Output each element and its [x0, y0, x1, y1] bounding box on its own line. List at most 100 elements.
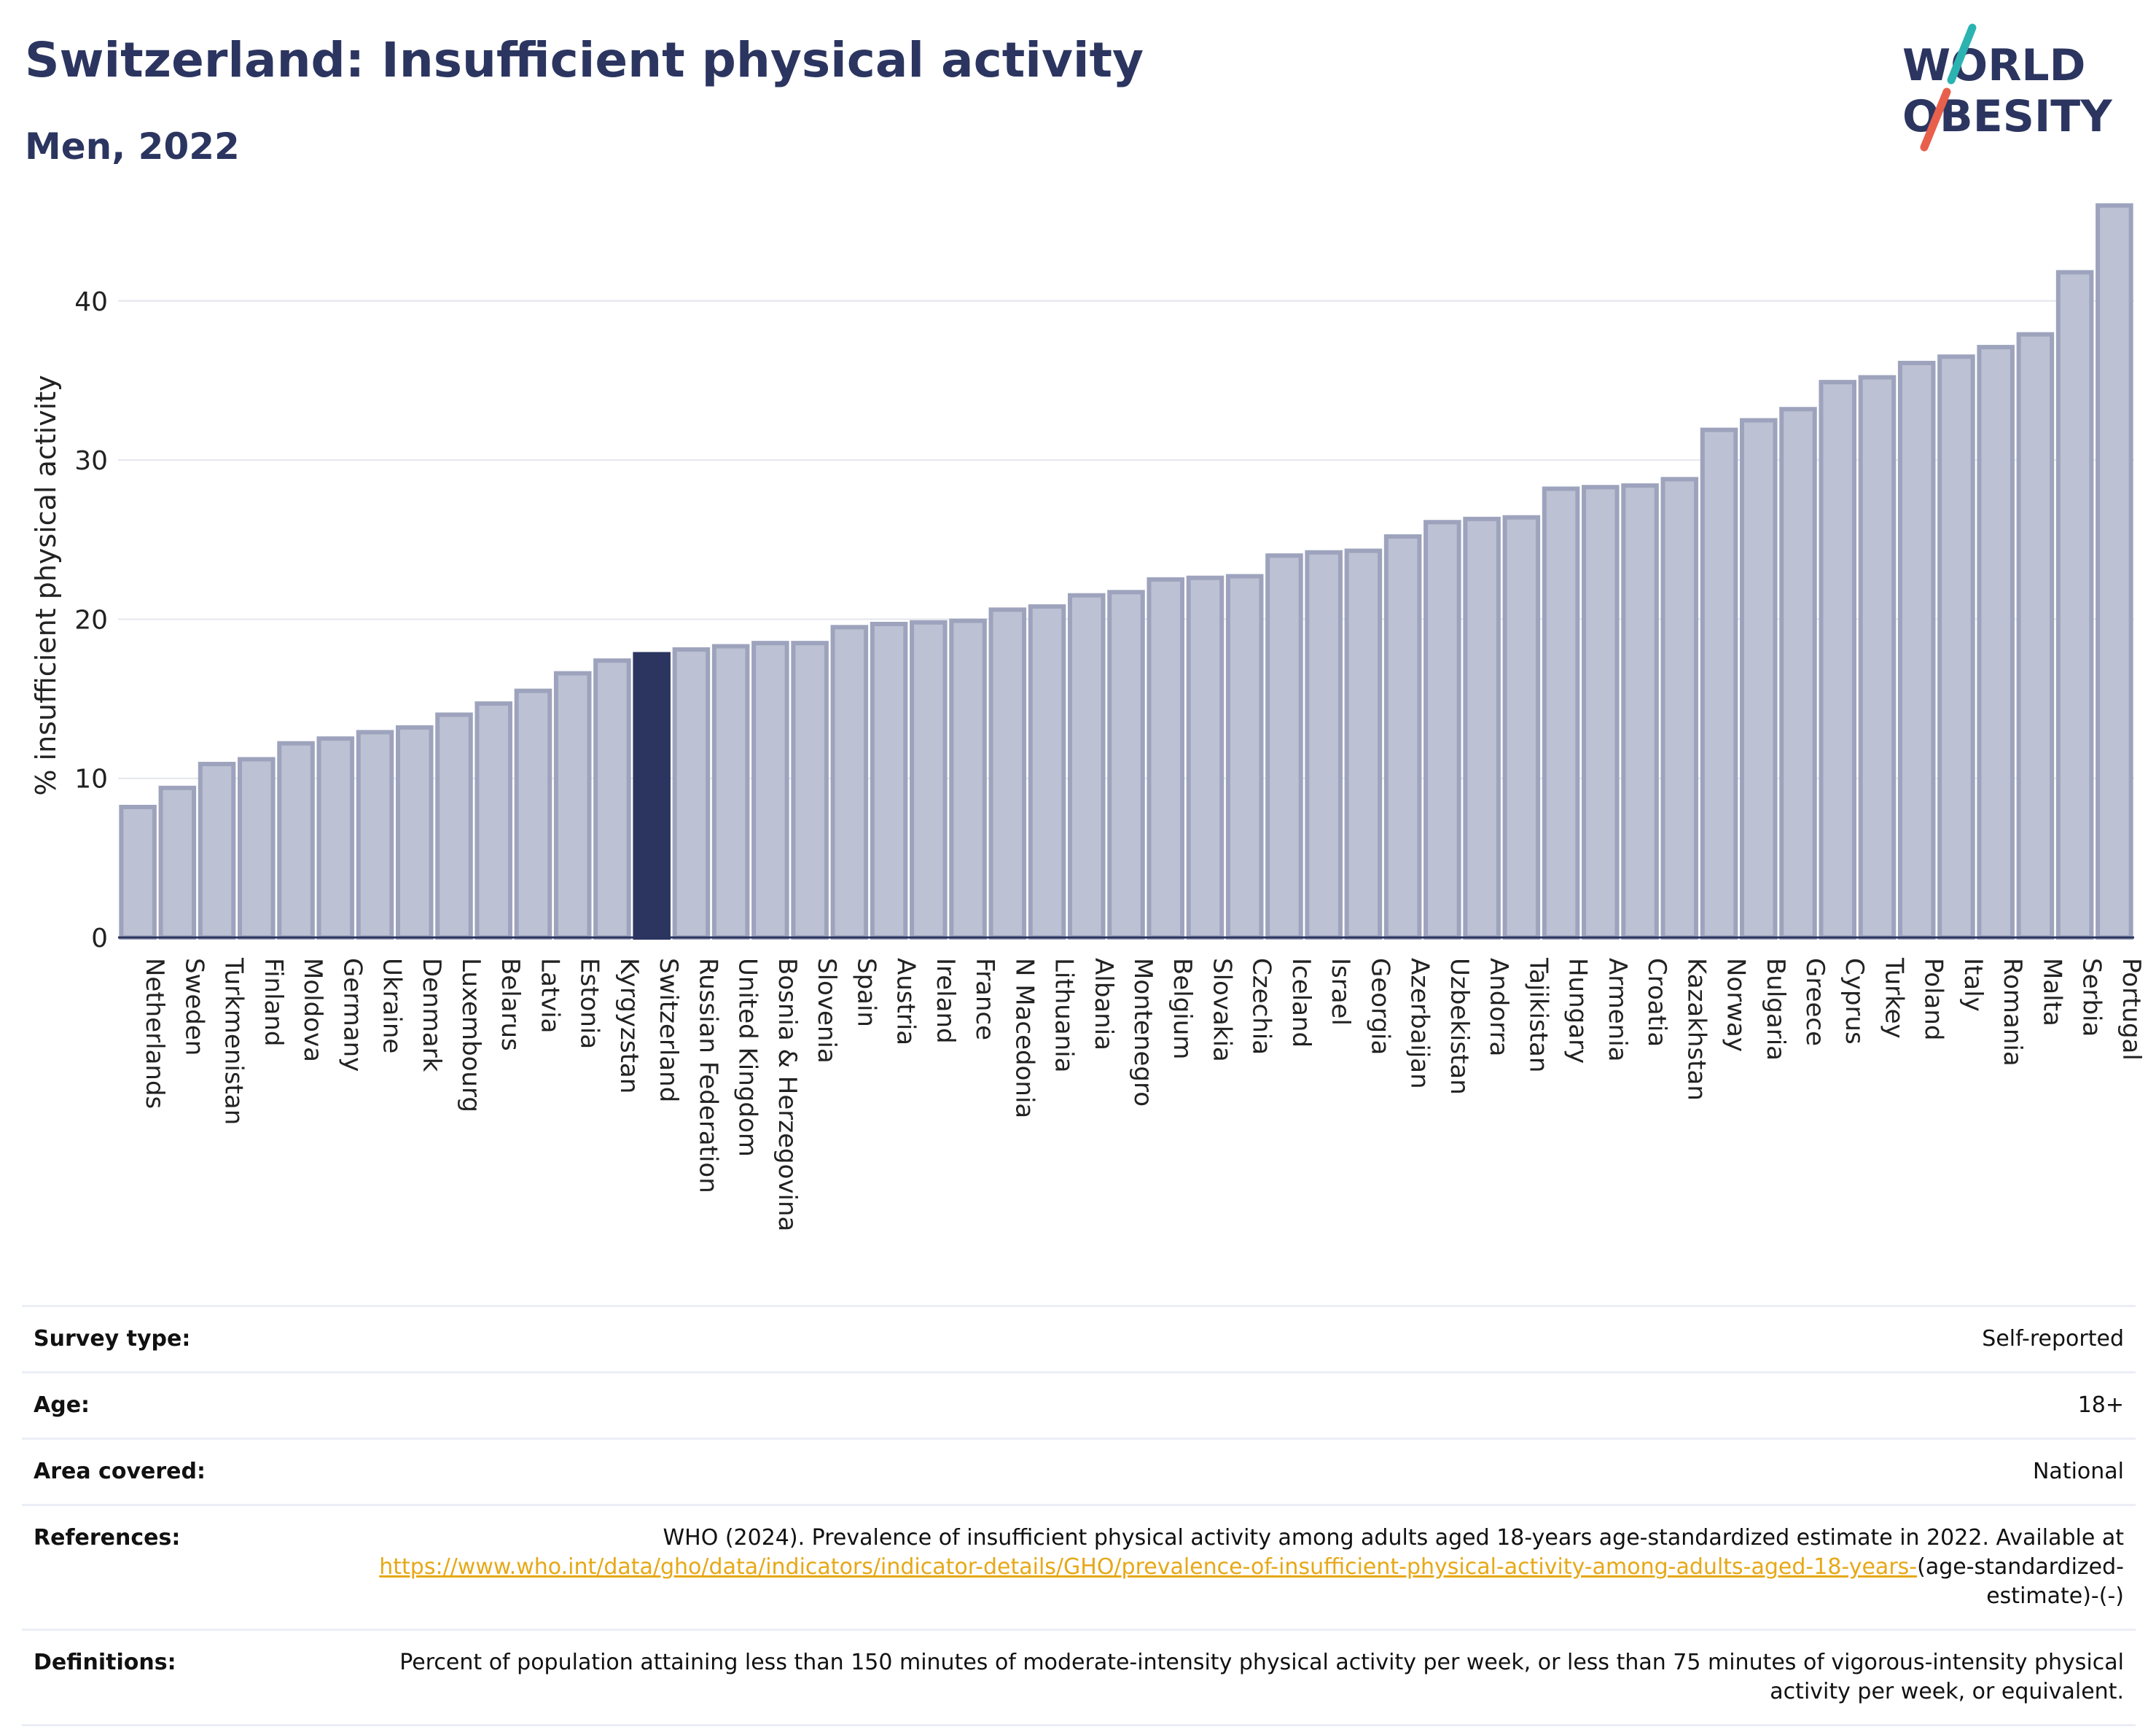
bar-cyprus — [1819, 380, 1857, 940]
references-label: References: — [34, 1525, 181, 1551]
bar-turkmenistan — [198, 762, 236, 940]
y-tick-label: 20 — [74, 605, 108, 635]
x-tick-label: Andorra — [1484, 958, 1513, 1056]
bar-germany — [316, 736, 355, 940]
y-tick-label: 0 — [91, 924, 108, 954]
bar-ukraine — [356, 730, 394, 940]
x-tick-label: Croatia — [1642, 958, 1671, 1047]
x-tick-label: France — [970, 958, 999, 1040]
bar-belgium — [1147, 577, 1185, 940]
y-tick-label: 40 — [74, 287, 108, 317]
x-tick-label: United Kingdom — [733, 958, 762, 1157]
bar-montenegro — [1107, 590, 1145, 940]
x-tick-label: Cyprus — [1840, 958, 1869, 1045]
references-link[interactable]: https://www.who.int/data/gho/data/indica… — [379, 1554, 1918, 1580]
bar-armenia — [1582, 485, 1620, 940]
x-tick-label: Hungary — [1563, 958, 1593, 1064]
bar-andorra — [1463, 516, 1501, 940]
bar-spain — [830, 625, 869, 940]
logo-slash-bottom — [1920, 87, 1951, 152]
bar-tajikistan — [1502, 515, 1541, 940]
y-tick-label: 30 — [74, 446, 108, 476]
bar-azerbaijan — [1383, 534, 1422, 940]
bar-israel — [1305, 550, 1343, 940]
bar-hungary — [1542, 486, 1580, 940]
bar-austria — [870, 621, 908, 940]
bar-bulgaria — [1739, 418, 1778, 940]
x-tick-label: Iceland — [1286, 958, 1316, 1048]
x-tick-label: Armenia — [1603, 958, 1632, 1062]
info-table: Survey type: Self-reported Age: 18+ Area… — [22, 1305, 2136, 1726]
bar-croatia — [1621, 483, 1659, 940]
bar-netherlands — [119, 804, 157, 940]
bar-united-kingdom — [711, 644, 750, 940]
bar-romania — [1977, 345, 2015, 940]
x-tick-label: Switzerland — [654, 958, 683, 1102]
x-tick-label: Turkmenistan — [219, 957, 249, 1125]
bar-france — [949, 618, 987, 940]
x-tick-label: Georgia — [1365, 958, 1394, 1055]
age-label: Age: — [34, 1392, 90, 1418]
y-tick-label: 10 — [74, 765, 108, 795]
age-value: 18+ — [2077, 1392, 2124, 1418]
bar-poland — [1897, 360, 1936, 940]
bar-denmark — [395, 725, 434, 940]
x-tick-label: Uzbekistan — [1445, 958, 1474, 1095]
info-row-references: References: WHO (2024). Prevalence of in… — [22, 1505, 2136, 1630]
definitions-label: Definitions: — [34, 1650, 176, 1675]
x-tick-label: Montenegro — [1128, 958, 1157, 1107]
bar-estonia — [553, 671, 592, 940]
bar-luxembourg — [435, 712, 473, 940]
bar-russian-federation — [672, 647, 711, 940]
x-tick-label: Bulgaria — [1761, 958, 1790, 1061]
x-tick-label: Estonia — [575, 958, 604, 1049]
bar-bosnia-herzegovina — [751, 641, 789, 940]
x-tick-label: Albania — [1089, 958, 1118, 1050]
bar-czechia — [1225, 574, 1264, 940]
x-tick-label: Belgium — [1168, 958, 1197, 1059]
x-tick-label: Ireland — [931, 958, 960, 1044]
x-tick-label: Lithuania — [1050, 958, 1079, 1072]
bar-sweden — [158, 785, 197, 940]
info-row-age: Age: 18+ — [22, 1372, 2136, 1439]
x-tick-label: Greece — [1800, 958, 1829, 1046]
info-row-definitions: Definitions: Percent of population attai… — [22, 1629, 2136, 1726]
bar-portugal — [2096, 203, 2133, 940]
bar-lithuania — [1028, 604, 1066, 940]
bar-switzerland — [633, 652, 671, 940]
x-tick-label: Turkey — [1879, 957, 1908, 1039]
references-suffix: (age-standardized-estimate)-(-) — [1917, 1554, 2124, 1609]
x-tick-label: Denmark — [417, 958, 446, 1072]
x-tick-label: Ukraine — [378, 958, 407, 1053]
bar-turkey — [1858, 375, 1897, 940]
bar-georgia — [1344, 548, 1383, 940]
logo-slash-top — [1947, 23, 1977, 85]
survey-type-label: Survey type: — [34, 1326, 191, 1352]
bar-slovenia — [791, 641, 829, 940]
x-tick-label: Tajikistan — [1523, 957, 1552, 1072]
bar-serbia — [2055, 270, 2094, 940]
bar-kyrgyzstan — [593, 658, 631, 940]
info-row-area: Area covered: National — [22, 1438, 2136, 1505]
bar-norway — [1700, 427, 1738, 940]
x-tick-label: Malta — [2037, 958, 2066, 1026]
info-row-survey: Survey type: Self-reported — [22, 1306, 2136, 1373]
x-tick-label: Netherlands — [140, 958, 169, 1109]
bar-uzbekistan — [1423, 520, 1461, 940]
x-tick-label: Israel — [1326, 958, 1355, 1026]
bar-malta — [2016, 332, 2055, 940]
x-tick-label: Poland — [1919, 958, 1948, 1041]
x-tick-label: Slovenia — [812, 958, 841, 1064]
world-obesity-logo: WORLD OBESITY — [1902, 23, 2113, 152]
axes: 0 10 20 30 40 Netherlands Sweden Turkmenistan Fi… — [74, 287, 2146, 1232]
page-subtitle: Men, 2022 — [25, 125, 240, 168]
page-title: Switzerland: Insufficient physical activ… — [25, 32, 1144, 88]
x-tick-label: Austria — [891, 958, 921, 1045]
x-tick-label: Finland — [259, 958, 288, 1047]
bar-chart: 0 10 20 30 40 Netherlands Sweden Turkmenistan Fi… — [30, 203, 2146, 1232]
x-tick-label: Moldova — [298, 958, 327, 1062]
area-covered-label: Area covered: — [34, 1459, 206, 1484]
definitions-value: Percent of population attaining less tha… — [399, 1650, 2124, 1704]
bar-n-macedonia — [988, 607, 1027, 940]
x-tick-label: Bosnia & Herzegovina — [773, 958, 802, 1231]
